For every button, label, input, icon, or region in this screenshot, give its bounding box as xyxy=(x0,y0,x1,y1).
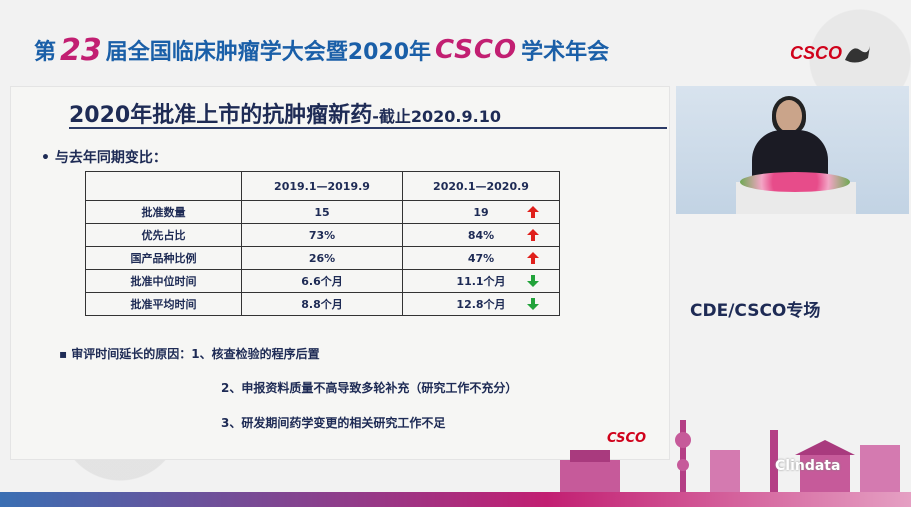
banner-middle: 届全国临床肿瘤学大会暨2020年 xyxy=(105,40,431,65)
value-2019: 15 xyxy=(241,200,403,224)
banner-csco: CSCO xyxy=(435,35,518,65)
banner-number: 23 xyxy=(60,32,102,68)
slide-title-main: 2020年批准上市的抗肿瘤新药 xyxy=(69,103,373,128)
up-arrow-icon xyxy=(527,252,539,264)
reason-2: 2、申报资料质量不高导致多轮补充（研究工作不充分） xyxy=(221,381,518,395)
table-row: 批准数量 15 19 xyxy=(85,200,560,224)
value-2020: 19 xyxy=(473,205,489,219)
speaker-face xyxy=(776,100,802,132)
flower-arrangement xyxy=(740,172,850,192)
speaker-video xyxy=(676,86,909,214)
table-row: 国产品种比例 26% 47% xyxy=(85,246,560,270)
city-skyline-illustration xyxy=(560,420,900,500)
value-2020: 12.8个月 xyxy=(456,298,506,311)
value-2019: 26% xyxy=(241,246,403,270)
table-row: 批准中位时间 6.6个月 11.1个月 xyxy=(85,269,560,293)
reason-1: ▪ 审评时间延长的原因：1、核查检验的程序后置 xyxy=(59,347,320,361)
value-2020-cell: 19 xyxy=(402,200,560,224)
title-divider xyxy=(69,127,667,129)
row-label: 批准中位时间 xyxy=(85,269,242,293)
banner-suffix: 学术年会 xyxy=(521,40,610,65)
value-2020-cell: 12.8个月 xyxy=(402,292,560,316)
value-2019: 73% xyxy=(241,223,403,247)
conference-banner: 第 23 届全国临床肿瘤学大会暨2020年 CSCO 学术年会 xyxy=(34,30,734,70)
table-header: 2019.1—2019.9 xyxy=(241,171,403,201)
table-header-row: 2019.1—2019.9 2020.1—2020.9 xyxy=(85,171,560,201)
value-2020: 47% xyxy=(467,251,495,265)
value-2019: 8.8个月 xyxy=(241,292,403,316)
slide-title: 2020年批准上市的抗肿瘤新药-截止2020.9.10 xyxy=(69,97,669,129)
table-header: 2020.1—2020.9 xyxy=(402,171,560,201)
reason-3: 3、研发期间药学变更的相关研究工作不足 xyxy=(221,416,446,430)
watermark-text: Clindata xyxy=(775,458,841,474)
banner-prefix: 第 xyxy=(34,40,57,65)
up-arrow-icon xyxy=(527,229,539,241)
row-label: 批准平均时间 xyxy=(85,292,242,316)
value-2020: 84% xyxy=(467,228,495,242)
comparison-table: 2019.1—2019.9 2020.1—2020.9 批准数量 15 19 优… xyxy=(85,171,560,316)
value-2020-cell: 84% xyxy=(402,223,560,247)
row-label: 国产品种比例 xyxy=(85,246,242,270)
table-row: 批准平均时间 8.8个月 12.8个月 xyxy=(85,292,560,316)
table-header xyxy=(85,171,242,201)
down-arrow-icon xyxy=(527,275,539,287)
row-label: 优先占比 xyxy=(85,223,242,247)
csco-logo-text: CSCO xyxy=(790,42,843,63)
up-arrow-icon xyxy=(527,206,539,218)
bottom-color-bar xyxy=(0,492,911,507)
value-2020-cell: 47% xyxy=(402,246,560,270)
csco-logo: CSCO xyxy=(790,38,880,68)
value-2019: 6.6个月 xyxy=(241,269,403,293)
table-row: 优先占比 73% 84% xyxy=(85,223,560,247)
value-2020-cell: 11.1个月 xyxy=(402,269,560,293)
slide-csco-logo: CSCO xyxy=(607,431,647,446)
presentation-slide: 2020年批准上市的抗肿瘤新药-截止2020.9.10 • 与去年同期变比： 2… xyxy=(10,86,670,460)
session-label: CDE/CSCO专场 xyxy=(690,301,821,321)
down-arrow-icon xyxy=(527,298,539,310)
slide-title-sub: -截止2020.9.10 xyxy=(372,107,501,126)
dragon-icon xyxy=(845,46,871,63)
row-label: 批准数量 xyxy=(85,200,242,224)
value-2020: 11.1个月 xyxy=(456,275,506,288)
comparison-heading: • 与去年同期变比： xyxy=(41,150,167,166)
